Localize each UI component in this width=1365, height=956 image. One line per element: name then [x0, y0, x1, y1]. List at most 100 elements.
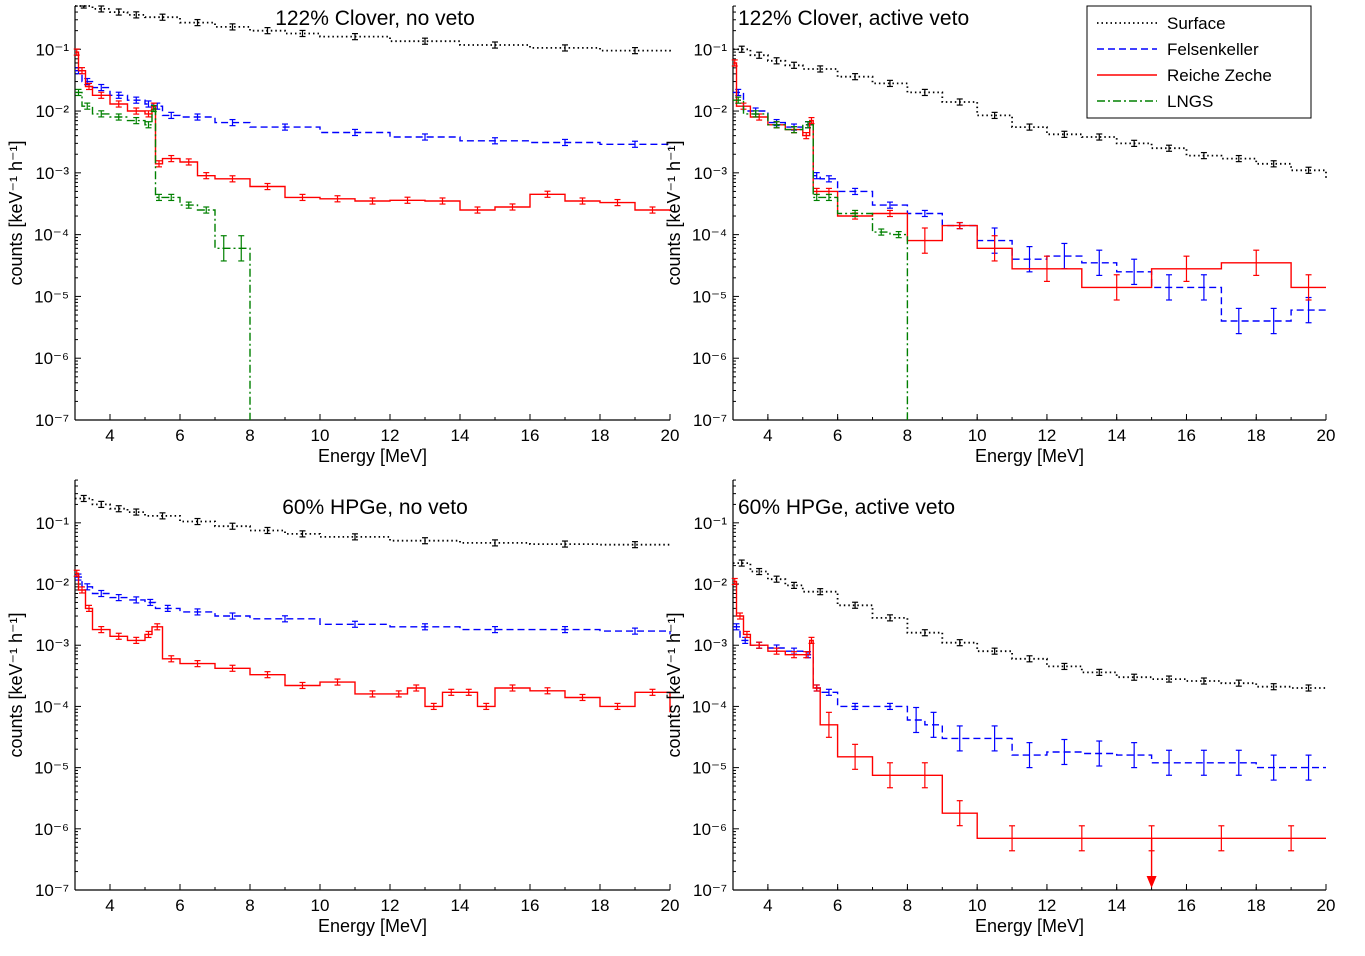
- x-tick-label: 20: [661, 896, 680, 915]
- series-lngs: [733, 96, 909, 420]
- x-tick-label: 18: [1247, 896, 1266, 915]
- y-tick-label: 10⁻⁵: [34, 759, 69, 778]
- y-tick-label: 10⁻²: [35, 575, 69, 594]
- panel-title: 122% Clover, no veto: [275, 7, 475, 30]
- legend-entry-label: Reiche Zeche: [1167, 66, 1272, 85]
- x-tick-label: 10: [968, 426, 987, 445]
- x-tick-label: 12: [1037, 896, 1056, 915]
- y-axis-label: counts [keV⁻¹ h⁻¹]: [6, 140, 26, 285]
- x-tick-label: 16: [1177, 426, 1196, 445]
- y-tick-label: 10⁻¹: [693, 40, 727, 59]
- x-tick-label: 6: [175, 426, 184, 445]
- y-tick-label: 10⁻⁴: [34, 226, 69, 245]
- y-tick-label: 10⁻⁶: [692, 349, 727, 368]
- y-tick-label: 10⁻⁶: [34, 820, 69, 839]
- y-tick-label: 10⁻¹: [35, 40, 69, 59]
- legend-entry-label: LNGS: [1167, 92, 1213, 111]
- series-line: [75, 70, 671, 148]
- y-tick-label: 10⁻⁴: [692, 226, 727, 245]
- series-line: [75, 572, 671, 713]
- x-axis-label: Energy [MeV]: [318, 446, 427, 466]
- series-surface: [75, 5, 671, 55]
- panel-title: 60% HPGe, no veto: [282, 496, 468, 519]
- series-reiche-zeche: [73, 569, 671, 713]
- y-tick-label: 10⁻³: [693, 164, 727, 183]
- y-tick-label: 10⁻⁴: [34, 697, 69, 716]
- series-reiche-zeche: [731, 577, 1326, 852]
- x-axis-label: Energy [MeV]: [975, 446, 1084, 466]
- x-tick-label: 14: [1107, 426, 1126, 445]
- series-line: [75, 576, 671, 635]
- x-tick-label: 10: [311, 896, 330, 915]
- x-tick-label: 8: [245, 426, 254, 445]
- series-line: [733, 562, 1326, 689]
- y-tick-label: 10⁻⁷: [693, 411, 727, 430]
- y-tick-label: 10⁻³: [35, 636, 69, 655]
- x-tick-label: 4: [105, 426, 114, 445]
- x-tick-label: 20: [1317, 426, 1336, 445]
- y-tick-label: 10⁻⁵: [692, 759, 727, 778]
- series-reiche-zeche: [73, 48, 671, 214]
- series-lngs: [75, 88, 251, 420]
- x-axis-label: Energy [MeV]: [975, 916, 1084, 936]
- series-line: [75, 51, 671, 212]
- x-tick-label: 20: [1317, 896, 1336, 915]
- series-line: [75, 91, 251, 420]
- x-tick-label: 14: [451, 896, 470, 915]
- series-surface: [75, 494, 671, 549]
- y-tick-label: 10⁻⁴: [692, 697, 727, 716]
- x-tick-label: 8: [903, 896, 912, 915]
- legend-box: [1086, 5, 1312, 119]
- x-tick-label: 16: [521, 426, 540, 445]
- y-tick-label: 10⁻¹: [693, 514, 727, 533]
- y-tick-label: 10⁻⁷: [35, 881, 69, 900]
- series-surface: [733, 45, 1327, 179]
- y-axis-label: counts [keV⁻¹ h⁻¹]: [6, 612, 26, 757]
- x-tick-label: 20: [661, 426, 680, 445]
- y-tick-label: 10⁻²: [35, 102, 69, 121]
- x-tick-label: 4: [763, 426, 772, 445]
- y-tick-label: 10⁻³: [693, 636, 727, 655]
- x-tick-label: 10: [968, 896, 987, 915]
- x-tick-label: 14: [1107, 896, 1126, 915]
- x-tick-label: 12: [381, 426, 400, 445]
- series-line: [733, 99, 909, 420]
- chart-panel-1: 4 6 8 10 12 14 16 18 20 10⁻¹ 10⁻² 10⁻³ 10⁻⁴ 10⁻⁵ 10⁻⁶ 1…: [6, 5, 680, 466]
- y-tick-label: 10⁻⁷: [693, 881, 727, 900]
- x-tick-label: 8: [903, 426, 912, 445]
- y-axis-label: counts [keV⁻¹ h⁻¹]: [664, 612, 684, 757]
- y-tick-label: 10⁻¹: [35, 514, 69, 533]
- y-axis-label: counts [keV⁻¹ h⁻¹]: [664, 140, 684, 285]
- upper-limit-arrowhead: [1146, 876, 1157, 888]
- x-tick-label: 16: [1177, 896, 1196, 915]
- chart-panel-3: 4 6 8 10 12 14 16 18 20 10⁻¹ 10⁻² 10⁻³ 10⁻⁴ 10⁻⁵ 10⁻⁶ 1…: [6, 479, 680, 936]
- x-tick-label: 6: [833, 426, 842, 445]
- series-line: [75, 497, 671, 546]
- y-tick-label: 10⁻⁵: [692, 287, 727, 306]
- series-felsenkeller: [75, 67, 671, 148]
- chart-panel-4: 4 6 8 10 12 14 16 18 20 10⁻¹ 10⁻² 10⁻³ 10⁻⁴ 10⁻⁵ 10⁻⁶ 1…: [664, 479, 1336, 936]
- x-tick-label: 4: [763, 896, 772, 915]
- x-axis-label: Energy [MeV]: [318, 916, 427, 936]
- x-tick-label: 18: [591, 896, 610, 915]
- x-tick-label: 14: [451, 426, 470, 445]
- y-tick-label: 10⁻⁶: [692, 820, 727, 839]
- x-tick-label: 12: [381, 896, 400, 915]
- y-tick-label: 10⁻⁵: [34, 287, 69, 306]
- chart-panel-2: 4 6 8 10 12 14 16 18 20 10⁻¹ 10⁻² 10⁻³ 10⁻⁴ 10⁻⁵ 10⁻⁶ 1…: [664, 5, 1336, 466]
- x-tick-label: 18: [1247, 426, 1266, 445]
- panel-title: 122% Clover, active veto: [738, 7, 969, 30]
- series-line: [733, 580, 1326, 839]
- x-tick-label: 4: [105, 896, 114, 915]
- x-tick-label: 6: [833, 896, 842, 915]
- panel-title: 60% HPGe, active veto: [738, 496, 955, 519]
- series-felsenkeller: [733, 623, 1326, 781]
- y-tick-label: 10⁻²: [693, 102, 727, 121]
- x-tick-label: 18: [591, 426, 610, 445]
- series-felsenkeller: [75, 573, 671, 635]
- x-tick-label: 16: [521, 896, 540, 915]
- legend-entry-label: Felsenkeller: [1167, 40, 1259, 59]
- series-surface: [733, 559, 1326, 692]
- y-tick-label: 10⁻⁷: [35, 411, 69, 430]
